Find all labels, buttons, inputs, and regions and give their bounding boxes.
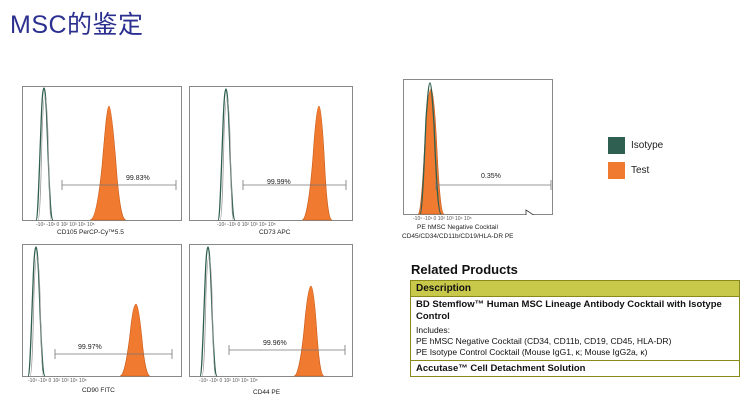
- marker-label-2: CD45/CD34/CD11b/CD19/HLA-DR PE: [402, 233, 514, 240]
- axis-ticks: -10¹ -10¹ 0 10² 10³ 10⁴ 10⁵: [217, 222, 276, 228]
- table-header: Description: [410, 280, 740, 297]
- histogram-plot-cd44: [189, 244, 353, 377]
- histogram-plot-cd105: [22, 86, 182, 221]
- include-item: PE Isotype Control Cocktail (Mouse IgG1,…: [416, 347, 648, 357]
- product-name: BD Stemflow™ Human MSC Lineage Antibody …: [416, 299, 722, 322]
- related-products-title: Related Products: [411, 262, 518, 277]
- histogram-panel-negative: 0.35% -10¹ -10¹ 0 10² 10³ 10⁴ 10⁵ PE hMS…: [402, 79, 553, 240]
- axis-ticks: -10¹ -10¹ 0 10² 10³ 10⁴ 10⁵: [36, 222, 95, 228]
- percent-label: 99.97%: [78, 344, 102, 351]
- marker-label: PE hMSC Negative Cocktail: [417, 224, 498, 231]
- percent-label: 99.99%: [267, 179, 291, 186]
- related-products-table: Description BD Stemflow™ Human MSC Linea…: [410, 280, 740, 377]
- legend-label: Test: [631, 165, 650, 176]
- legend-label: Isotype: [631, 140, 664, 151]
- histogram-panel-cd44: 99.96% -10¹ -10¹ 0 10² 10³ 10⁴ 10⁵ CD44 …: [189, 244, 353, 396]
- histogram-panel-cd90: 99.97% -10¹ -10¹ 0 10² 10³ 10⁴ 10⁵ CD90 …: [22, 244, 182, 394]
- legend-item-isotype: Isotype: [608, 137, 663, 154]
- marker-label: CD73 APC: [259, 229, 291, 236]
- histogram-panel-cd73: 99.99% -10¹ -10¹ 0 10² 10³ 10⁴ 10⁵ CD73 …: [189, 86, 353, 236]
- legend-item-test: Test: [608, 162, 663, 179]
- percent-label: 99.96%: [263, 340, 287, 347]
- marker-label: CD90 FITC: [82, 387, 115, 394]
- percent-label: 99.83%: [126, 175, 150, 182]
- table-row: BD Stemflow™ Human MSC Lineage Antibody …: [410, 296, 740, 361]
- related-products: Related Products Description BD Stemflow…: [410, 262, 740, 377]
- table-row-footer: Accutase™ Cell Detachment Solution: [410, 360, 740, 377]
- includes-label: Includes:: [416, 325, 451, 335]
- legend-swatch-test: [608, 162, 625, 179]
- histogram-panel-cd105: 99.83% -10¹ -10¹ 0 10² 10³ 10⁴ 10⁵ CD105…: [22, 86, 182, 236]
- cursor-icon: [525, 209, 535, 215]
- marker-label: CD44 PE: [253, 389, 281, 396]
- legend: Isotype Test: [608, 137, 663, 187]
- histogram-plot-cd90: [22, 244, 182, 377]
- slide-title: MSC的鉴定: [10, 11, 144, 39]
- axis-ticks: -10¹ -10¹ 0 10² 10³ 10⁴ 10⁵: [199, 378, 258, 384]
- histogram-plot-negative: [403, 79, 553, 215]
- axis-ticks: -10¹ -10¹ 0 10² 10³ 10⁴ 10⁵: [413, 216, 472, 222]
- axis-ticks: -10¹ -10¹ 0 10² 10³ 10⁴ 10⁵: [28, 378, 87, 384]
- percent-label: 0.35%: [481, 173, 501, 180]
- marker-label: CD105 PerCP-Cy™5.5: [57, 229, 124, 236]
- include-item: PE hMSC Negative Cocktail (CD34, CD11b, …: [416, 336, 672, 346]
- histogram-plot-cd73: [189, 86, 353, 221]
- legend-swatch-isotype: [608, 137, 625, 154]
